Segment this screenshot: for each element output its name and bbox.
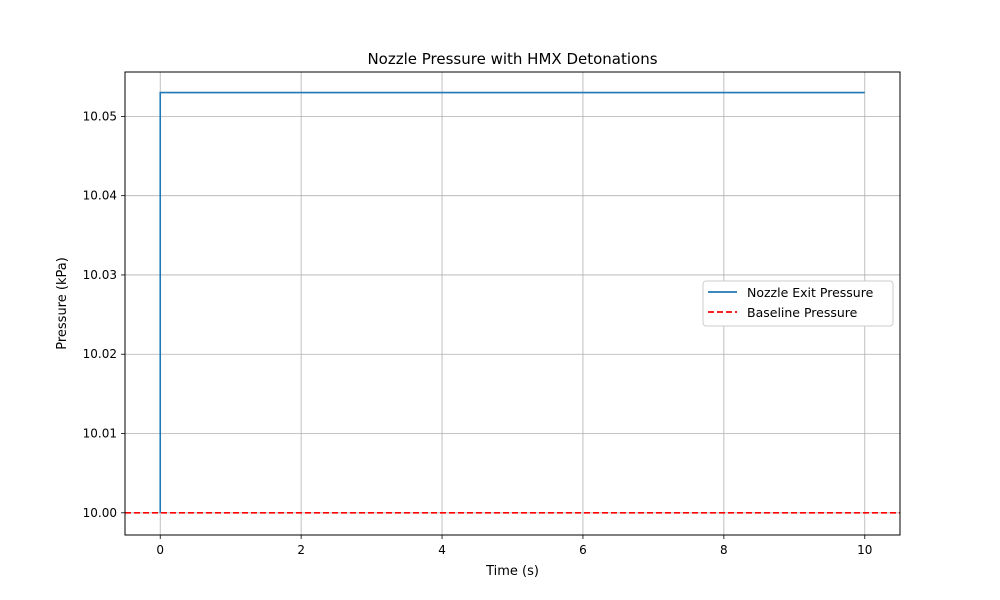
legend-box [702,280,894,327]
y-tick-label: 10.04 [83,189,117,203]
y-tick-label: 10.01 [83,427,117,441]
ticks: 0 2 4 6 8 10 10.00 10.01 10.02 10.03 10.04 10.05 [83,109,873,557]
x-tick-label: 10 [857,543,872,557]
y-tick-label: 10.05 [83,109,117,123]
plot-frame [124,71,901,536]
y-axis-label: Pressure (kPa) [55,257,70,350]
y-tick-label: 10.03 [83,268,117,282]
chart-title: Nozzle Pressure with HMX Detonations [367,50,657,68]
x-tick-label: 0 [156,543,164,557]
y-tick-label: 10.02 [83,347,117,361]
series-layer [125,91,900,514]
legend: Nozzle Exit Pressure Baseline Pressure [702,280,894,327]
x-tick-label: 2 [297,543,305,557]
series-line-nozzle-exit-pressure [159,91,865,513]
x-tick-label: 8 [720,543,728,557]
y-tick-label: 10.00 [83,506,117,520]
x-axis-label: Time (s) [485,564,539,579]
x-tick-label: 4 [438,543,446,557]
x-tick-label: 6 [579,543,587,557]
legend-label-baseline-pressure: Baseline Pressure [747,305,858,320]
legend-label-nozzle-exit-pressure: Nozzle Exit Pressure [747,285,874,300]
